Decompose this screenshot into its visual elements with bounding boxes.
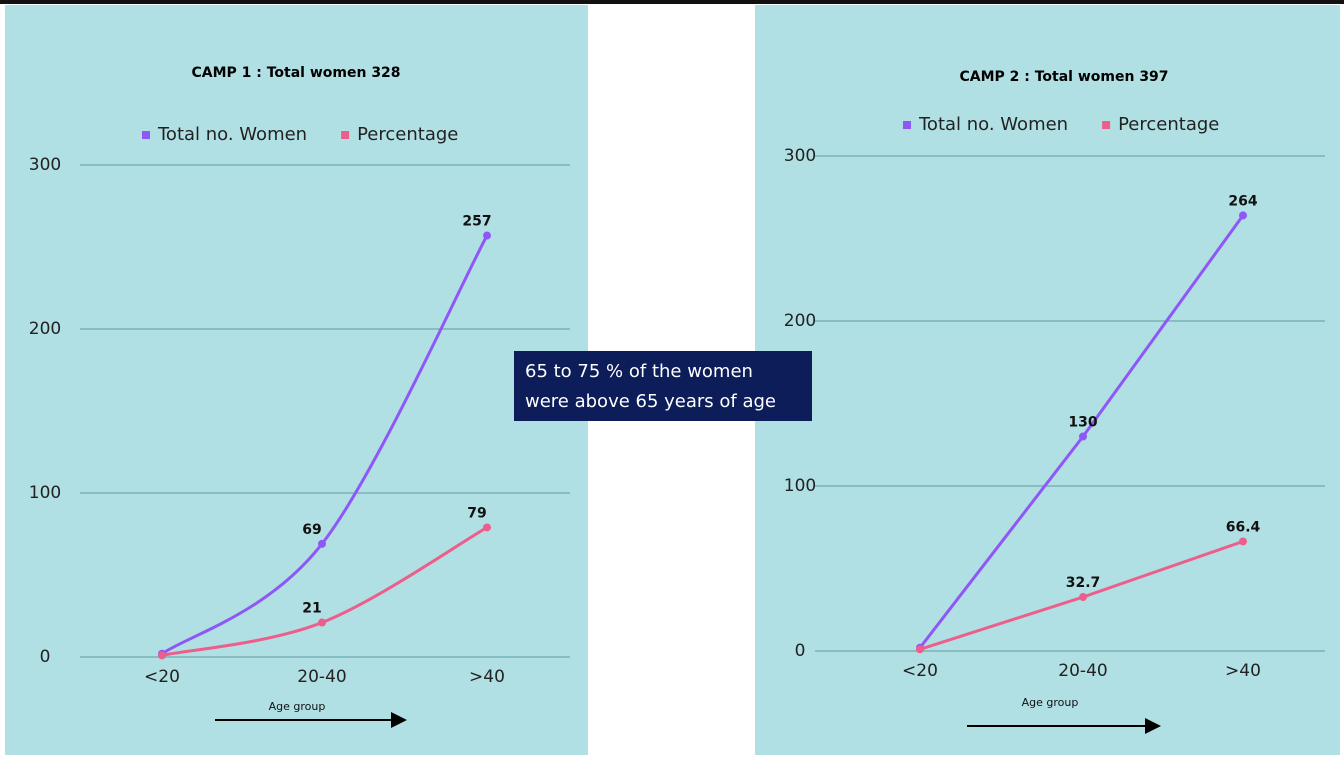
y-tick-label: 0: [795, 641, 806, 661]
data-point: [1079, 593, 1087, 602]
data-label: 21: [302, 601, 321, 617]
x-tick-label: 20-40: [297, 667, 346, 687]
data-label: 264: [1228, 193, 1257, 209]
legend-swatch: [903, 121, 911, 129]
legend-label: Total no. Women: [918, 114, 1068, 135]
chart-title: CAMP 2 : Total women 397: [959, 69, 1168, 85]
data-label: 69: [302, 522, 321, 538]
chart-title: CAMP 1 : Total women 328: [191, 65, 400, 81]
legend-swatch: [341, 131, 350, 139]
callout-text: 65 to 75 % of the women: [525, 361, 753, 382]
data-point: [916, 645, 924, 654]
y-tick-label: 200: [29, 319, 61, 339]
legend-label: Total no. Women: [157, 124, 307, 145]
data-label: 66.4: [1226, 519, 1261, 535]
x-axis-label: Age group: [1022, 696, 1079, 709]
y-tick-label: 300: [784, 146, 816, 166]
x-tick-label: >40: [469, 667, 505, 687]
x-tick-label: <20: [144, 667, 180, 687]
right-panel: [755, 5, 1340, 755]
data-point: [318, 618, 326, 627]
data-point: [483, 523, 491, 532]
data-label: 130: [1068, 415, 1097, 431]
y-tick-label: 0: [40, 647, 51, 667]
data-point: [1079, 432, 1087, 441]
y-tick-label: 300: [29, 155, 61, 175]
data-label: 32.7: [1066, 575, 1101, 591]
series-line: [161, 234, 489, 655]
legend-label: Percentage: [357, 124, 458, 145]
data-point: [483, 231, 491, 240]
data-point: [158, 651, 166, 660]
data-point: [318, 539, 326, 548]
callout-box: [514, 351, 812, 421]
y-tick-label: 200: [784, 311, 816, 331]
legend-swatch: [1102, 121, 1111, 129]
data-label: 79: [467, 505, 486, 521]
x-tick-label: 20-40: [1058, 661, 1107, 681]
x-tick-label: <20: [902, 661, 938, 681]
data-point: [1239, 211, 1247, 220]
y-tick-label: 100: [29, 483, 61, 503]
data-point: [1239, 537, 1247, 546]
left-panel: [5, 5, 588, 755]
x-axis-label: Age group: [269, 700, 326, 713]
data-label: 257: [462, 214, 491, 230]
x-tick-label: >40: [1225, 661, 1261, 681]
legend-label: Percentage: [1118, 114, 1219, 135]
callout-text: were above 65 years of age: [525, 391, 776, 412]
legend-swatch: [142, 131, 150, 139]
top-border: [0, 0, 1344, 4]
y-tick-label: 100: [784, 476, 816, 496]
